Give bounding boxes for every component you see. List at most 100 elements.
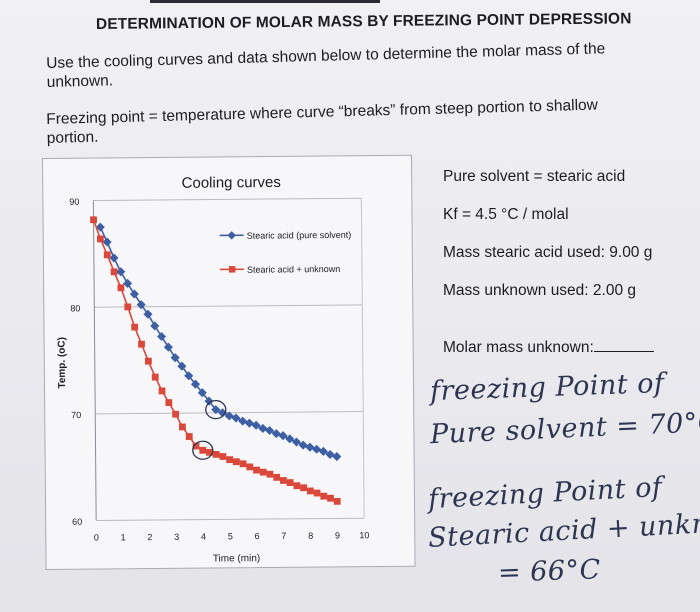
x-tick-label: 6 — [255, 531, 260, 541]
solvent-point — [116, 267, 126, 277]
legend-entry: Stearic acid (pure solvent) — [247, 230, 352, 241]
series-line-1 — [99, 226, 338, 458]
solvent-point — [325, 449, 335, 460]
solvent-point — [218, 408, 228, 418]
solvent-point — [136, 300, 146, 310]
page-title: DETERMINATION OF MOLAR MASS BY FREEZING … — [95, 10, 632, 33]
y-tick-labels: 60 70 80 90 — [69, 197, 82, 527]
solvent-point — [150, 321, 160, 331]
solvent-point — [318, 446, 328, 456]
solvent-point — [157, 331, 167, 342]
molar-mass-prompt: Molar mass unknown: — [443, 337, 654, 357]
hand-drawn-circles — [192, 399, 227, 460]
x-tick-label: 1 — [121, 532, 126, 542]
y-axis-label: Temp. (oC) — [57, 337, 68, 389]
solution-point — [185, 433, 193, 440]
solvent-point — [238, 416, 248, 426]
y-axis-line — [92, 200, 97, 521]
solvent-point — [204, 396, 214, 406]
solution-point — [110, 268, 118, 276]
solvent-point — [312, 444, 322, 454]
solvent-point — [197, 388, 207, 398]
solution-point — [333, 497, 341, 505]
x-tick-label: 5 — [228, 531, 233, 541]
solution-point — [117, 284, 125, 292]
legend-swatch-marker — [228, 266, 236, 273]
x-tick-label: 7 — [281, 531, 286, 541]
solvent-point — [190, 379, 201, 389]
solution-point — [232, 458, 240, 466]
solution-point — [320, 492, 328, 500]
handwritten-line-1: freezing Point of — [429, 367, 665, 408]
solvent-break-circle — [205, 399, 227, 420]
solution-point — [124, 303, 132, 311]
solution-point — [259, 468, 267, 476]
y-tick-label: 60 — [72, 517, 82, 527]
y-gridline — [93, 197, 362, 202]
x-tick-labels: 0 1 2 3 4 5 6 7 8 9 10 — [94, 530, 370, 542]
x-tick-label: 4 — [201, 532, 206, 542]
solvent-point — [285, 434, 295, 444]
solvent-point — [170, 353, 180, 363]
solution-point — [172, 410, 180, 418]
solution-point — [131, 323, 139, 331]
mass-unknown-info: Mass unknown used: 2.00 g — [443, 282, 637, 299]
solvent-point — [102, 237, 112, 247]
chart-gridlines — [92, 197, 365, 522]
solvent-point — [332, 452, 342, 462]
solution-point — [158, 387, 166, 395]
legend-swatch-marker — [227, 231, 236, 240]
handwritten-line-3: freezing Point of — [427, 471, 664, 516]
series-line-2 — [92, 219, 338, 503]
solution-point — [165, 399, 173, 406]
solution-point — [266, 470, 274, 478]
x-tick-label: 3 — [174, 532, 179, 542]
solution-point — [144, 357, 152, 365]
answer-blank[interactable] — [593, 337, 654, 352]
mass-stearic-info: Mass stearic acid used: 9.00 g — [443, 244, 653, 261]
solution-point — [246, 463, 254, 471]
legend-entry: Stearic acid + unknown — [247, 264, 340, 275]
x-axis-label: Time (min) — [213, 553, 261, 564]
solvent-point — [109, 253, 119, 263]
solution-point — [192, 442, 200, 450]
solution-point — [179, 423, 186, 431]
molar-mass-label: Molar mass unknown: — [443, 339, 594, 356]
solution-point — [306, 487, 314, 495]
solvent-point — [224, 411, 234, 421]
x-tick-label: 10 — [359, 530, 369, 540]
chart-series — [90, 216, 342, 505]
solvent-point — [291, 437, 302, 447]
solvent-point — [244, 418, 254, 428]
solvent-point — [258, 423, 268, 433]
x-tick-label: 9 — [335, 530, 340, 540]
solvent-info: Pure solvent = stearic acid — [443, 168, 626, 185]
solvent-point — [305, 442, 315, 452]
solvent-point — [231, 413, 241, 423]
solution-point — [286, 479, 294, 487]
solution-point — [199, 446, 207, 454]
y-gridline — [94, 304, 363, 308]
solution-point — [151, 373, 159, 381]
solution-point — [90, 216, 97, 224]
solution-point — [96, 235, 104, 243]
chart-legend: Stearic acid (pure solvent) Stearic acid … — [219, 230, 352, 275]
handwritten-line-2: Pure solvent = 70°C — [429, 406, 700, 451]
solvent-point — [143, 309, 153, 319]
solution-break-circle — [192, 440, 214, 460]
x-tick-label: 2 — [147, 532, 152, 542]
freezing-point-definition: Freezing point = temperature where curve… — [46, 96, 599, 147]
top-rule — [150, 0, 380, 3]
chart-title: Cooling curves — [182, 174, 281, 192]
solvent-point — [211, 405, 221, 415]
solvent-point — [298, 440, 308, 450]
y-tick-label: 90 — [69, 197, 79, 207]
instructions-text: Use the cooling curves and data shown be… — [46, 40, 606, 91]
solution-point — [327, 494, 334, 502]
solution-point — [138, 340, 145, 348]
solvent-point — [251, 420, 261, 430]
solution-point — [313, 489, 321, 497]
right-border-line — [360, 198, 365, 519]
solvent-point — [95, 222, 105, 232]
